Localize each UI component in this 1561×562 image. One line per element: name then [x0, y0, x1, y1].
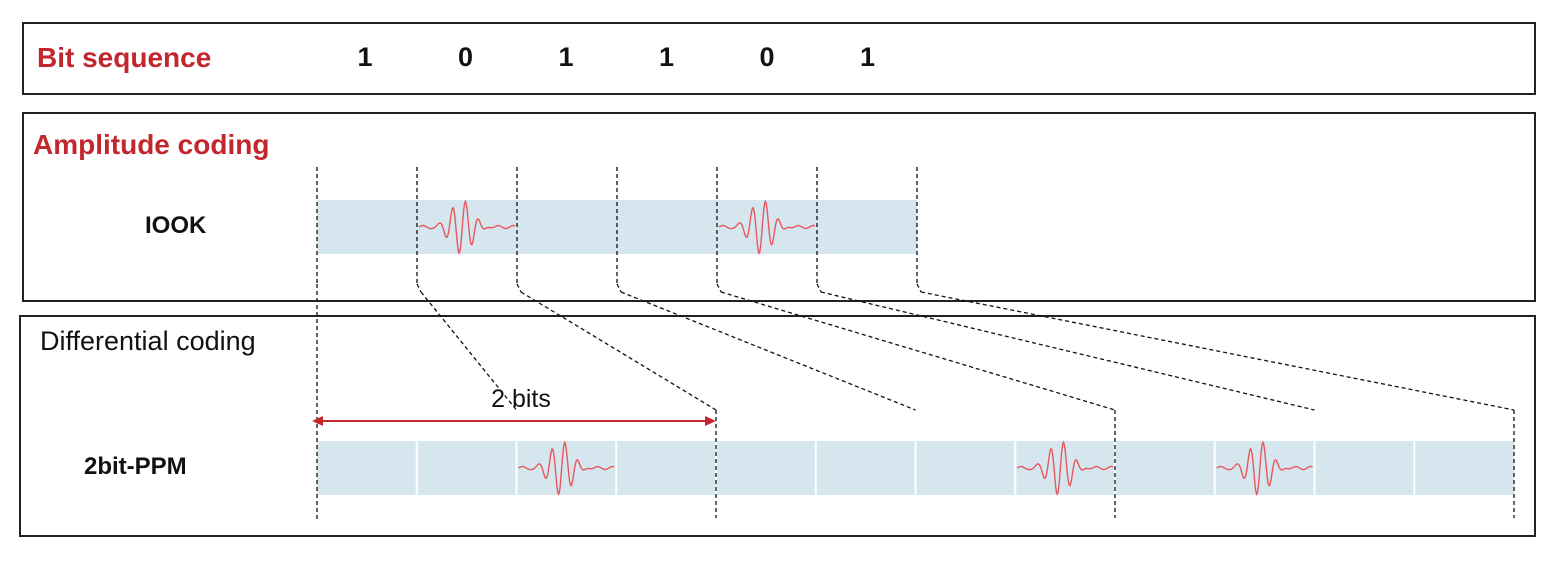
bit-sequence-panel: [22, 22, 1536, 95]
span-label: 2 bits: [491, 385, 551, 413]
bit-value: 1: [658, 42, 675, 72]
ppm-row-label: 2bit-PPM: [84, 453, 187, 480]
bit-value: 0: [759, 42, 775, 72]
bit-value: 0: [457, 42, 474, 72]
iook-row-label: IOOK: [145, 212, 207, 239]
differential-coding-title: Differential coding: [40, 326, 256, 356]
bit-sequence-title: Bit sequence: [37, 42, 212, 73]
bit-value: 1: [357, 42, 373, 72]
bit-value: 1: [859, 42, 876, 72]
amplitude-coding-title: Amplitude coding: [33, 129, 270, 160]
bit-value: 1: [558, 42, 574, 72]
